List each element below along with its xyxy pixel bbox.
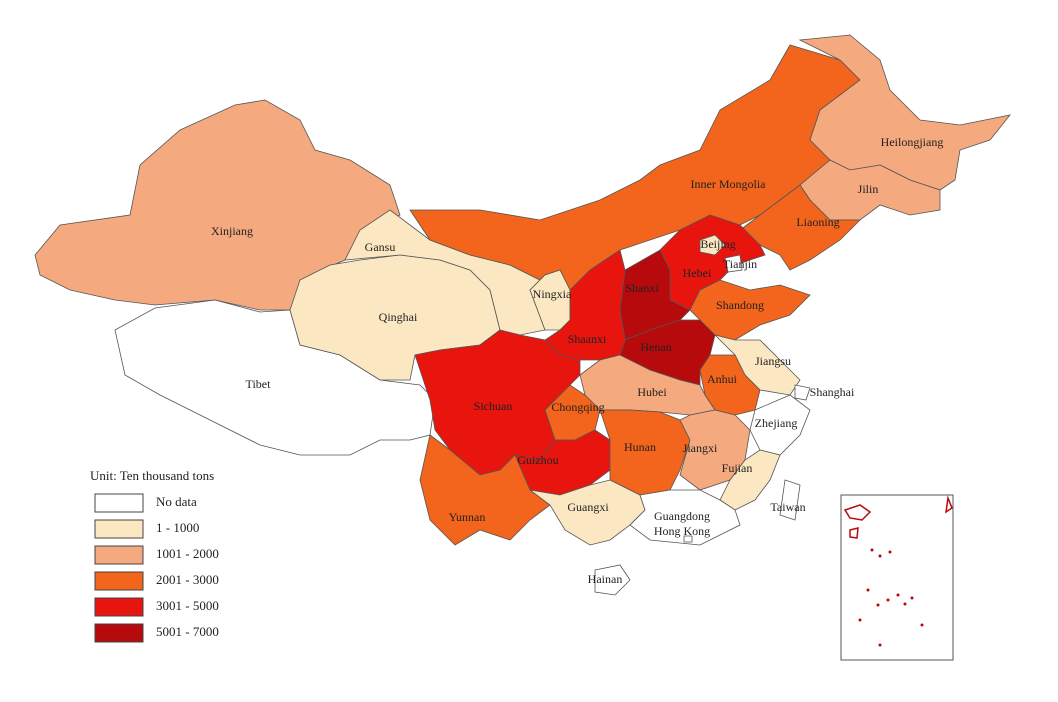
province-shape	[749, 394, 811, 456]
province-label: Sichuan	[474, 399, 513, 413]
province-label: Beijing	[700, 237, 735, 251]
province-label: Chongqing	[551, 400, 604, 414]
legend-swatch	[94, 623, 144, 643]
province-shape	[599, 409, 691, 496]
province-label: Hunan	[624, 440, 656, 454]
province-label: Tianjin	[723, 257, 757, 271]
provinces	[34, 34, 1011, 596]
province-label: Xinjiang	[211, 224, 253, 238]
legend-label: 1001 - 2000	[156, 546, 219, 561]
province-label: Hubei	[637, 385, 667, 399]
province-label: Jiangxi	[683, 441, 718, 455]
legend-label: 5001 - 7000	[156, 624, 219, 639]
province-shape	[34, 99, 401, 311]
province-label: Guangxi	[567, 500, 609, 514]
legend-label: 3001 - 5000	[156, 598, 219, 613]
inset-islands	[843, 495, 953, 647]
province-label: Shandong	[716, 298, 764, 312]
province-label: Shaanxi	[568, 332, 607, 346]
province-shape	[629, 489, 741, 546]
province-shape	[594, 564, 631, 596]
province-label: Heilongjiang	[881, 135, 944, 149]
province-label: Hong Kong	[654, 524, 710, 538]
province-label: Henan	[640, 340, 671, 354]
province-shape	[683, 535, 693, 543]
province-label: Jiangsu	[755, 354, 791, 368]
province-label: Fujian	[722, 461, 753, 475]
province-label: Jilin	[858, 182, 879, 196]
legend-label: 1 - 1000	[156, 520, 199, 535]
province-label: Taiwan	[770, 500, 805, 514]
province-label: Guangdong	[654, 509, 710, 523]
legend-title: Unit: Ten thousand tons	[90, 468, 214, 483]
legend: Unit: Ten thousand tons No data 1 - 1000 1…	[90, 468, 219, 643]
province-shape	[724, 254, 743, 273]
province-label: Hainan	[588, 572, 623, 586]
province-label: Anhui	[707, 372, 738, 386]
province-label: Tibet	[246, 377, 272, 391]
legend-swatch	[94, 545, 144, 565]
inset-frame	[840, 494, 954, 661]
province-shape	[779, 479, 801, 521]
province-label: Liaoning	[796, 215, 839, 229]
province-label: Hebei	[683, 266, 712, 280]
province-label: Ningxia	[533, 287, 572, 301]
province-shape	[699, 234, 726, 256]
legend-swatch	[94, 519, 144, 539]
province-labels: Xinjiang Tibet Qinghai Gansu Inner Mongolia H…	[211, 135, 943, 586]
province-label: Yunnan	[449, 510, 486, 524]
province-shape	[798, 34, 1011, 191]
province-label: Guizhou	[517, 453, 558, 467]
province-label: Qinghai	[379, 310, 418, 324]
province-label: Zhejiang	[755, 416, 798, 430]
province-shape	[114, 299, 436, 456]
province-shape	[689, 279, 811, 341]
province-shape	[419, 434, 551, 546]
province-label: Shanghai	[810, 385, 855, 399]
legend-swatch	[94, 493, 144, 513]
province-label: Inner Mongolia	[691, 177, 767, 191]
legend-label: 2001 - 3000	[156, 572, 219, 587]
province-label: Shanxi	[625, 281, 659, 295]
province-shape	[794, 384, 811, 401]
legend-swatch	[94, 597, 144, 617]
province-label: Gansu	[365, 240, 396, 254]
legend-label: No data	[156, 494, 197, 509]
legend-swatch	[94, 571, 144, 591]
